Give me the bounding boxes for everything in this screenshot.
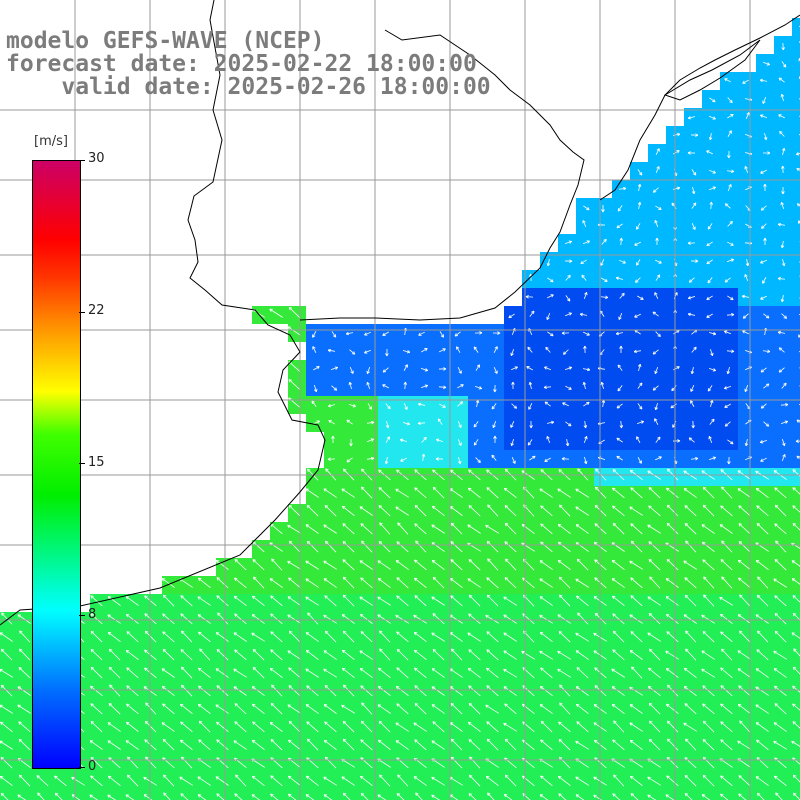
colorbar-tick-label: 0 xyxy=(88,759,96,774)
ocean-cell xyxy=(108,792,126,800)
ocean-cell xyxy=(792,18,800,36)
ocean-cell xyxy=(792,738,800,756)
ocean-cell xyxy=(792,666,800,684)
ocean-cell xyxy=(792,414,800,432)
ocean-cell xyxy=(90,792,108,800)
ocean-cell xyxy=(792,342,800,360)
ocean-cell xyxy=(792,360,800,378)
ocean-cell xyxy=(792,612,800,630)
colorbar-tick-label: 22 xyxy=(88,303,105,318)
colorbar-tick-label: 8 xyxy=(88,607,96,622)
ocean-cell xyxy=(648,792,666,800)
ocean-cell xyxy=(792,774,800,792)
colorbar-tick xyxy=(79,463,85,464)
ocean-cell xyxy=(792,90,800,108)
ocean-cell xyxy=(18,792,36,800)
ocean-cell xyxy=(792,396,800,414)
valid-date: valid date: 2025-02-26 18:00:00 xyxy=(6,76,491,99)
ocean-cell xyxy=(792,36,800,54)
ocean-cell xyxy=(378,792,396,800)
ocean-cell xyxy=(684,792,702,800)
ocean-cell xyxy=(0,792,18,800)
ocean-cell xyxy=(792,648,800,666)
ocean-cell xyxy=(792,288,800,306)
ocean-cell xyxy=(126,792,144,800)
ocean-cell xyxy=(792,180,800,198)
ocean-cell xyxy=(792,54,800,72)
ocean-cell xyxy=(792,324,800,342)
ocean-cell xyxy=(252,792,270,800)
ocean-cell xyxy=(792,162,800,180)
ocean-cell xyxy=(576,792,594,800)
ocean-cell xyxy=(792,198,800,216)
forecast-date: forecast date: 2025-02-22 18:00:00 xyxy=(6,53,491,76)
ocean-cell xyxy=(792,270,800,288)
ocean-cell xyxy=(630,792,648,800)
ocean-cell xyxy=(468,792,486,800)
ocean-cell xyxy=(792,144,800,162)
ocean-cell xyxy=(792,72,800,90)
ocean-cell xyxy=(792,306,800,324)
ocean-field xyxy=(0,18,800,800)
ocean-cell xyxy=(450,792,468,800)
ocean-cell xyxy=(792,108,800,126)
colorbar-tick xyxy=(79,312,85,313)
ocean-cell xyxy=(396,792,414,800)
ocean-cell xyxy=(612,792,630,800)
ocean-cell xyxy=(792,234,800,252)
colorbar-tick xyxy=(79,160,85,161)
ocean-cell xyxy=(180,792,198,800)
colorbar-tick-label: 15 xyxy=(88,455,105,470)
colorbar-unit: [m/s] xyxy=(34,134,68,149)
ocean-cell xyxy=(792,450,800,468)
colorbar-tick xyxy=(79,767,85,768)
colorbar xyxy=(32,160,81,769)
map-title: modelo GEFS-WAVE (NCEP) forecast date: 2… xyxy=(6,30,491,99)
model-title: modelo GEFS-WAVE (NCEP) xyxy=(6,30,491,53)
ocean-cell xyxy=(792,216,800,234)
colorbar-tick xyxy=(79,615,85,616)
ocean-cell xyxy=(432,792,450,800)
ocean-cell xyxy=(558,792,576,800)
ocean-cell xyxy=(792,126,800,144)
ocean-cell xyxy=(594,792,612,800)
ocean-cell xyxy=(792,378,800,396)
colorbar-tick-label: 30 xyxy=(88,151,105,166)
ocean-cell xyxy=(792,540,800,558)
